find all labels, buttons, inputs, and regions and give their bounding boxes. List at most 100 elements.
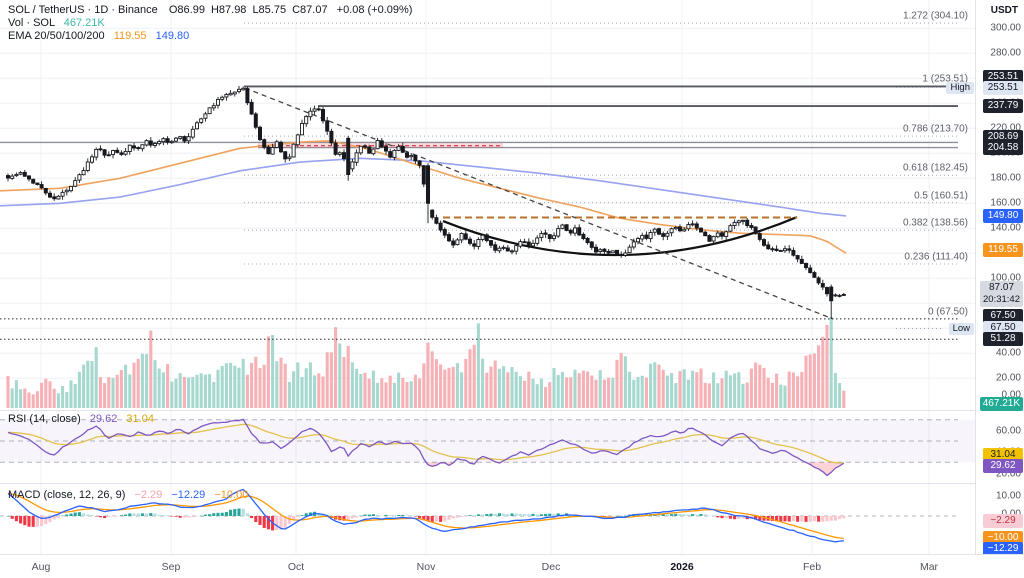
candle-body	[379, 140, 384, 148]
candle-body	[539, 233, 544, 239]
time-axis[interactable]: Aug Sep Oct Nov Dec 2026 Feb Mar	[0, 554, 1024, 578]
volume-legend-label[interactable]: Vol · SOL	[8, 17, 55, 29]
candle-body	[837, 294, 842, 297]
candle-body	[547, 234, 552, 239]
candle-body	[715, 232, 720, 238]
price-axis[interactable]: USDT 300.00280.00260.00240.00220.00200.0…	[975, 0, 1024, 556]
macd-histogram-bar	[119, 515, 123, 516]
volume-bar	[86, 360, 90, 408]
candle-body	[762, 239, 767, 246]
macd-histogram-bar	[287, 516, 291, 524]
candle-body	[438, 222, 443, 231]
candle-body	[568, 229, 573, 234]
candle-body	[148, 140, 153, 146]
macd-histogram-bar	[216, 512, 220, 516]
macd-histogram-bar	[220, 512, 224, 516]
volume-bar	[758, 364, 762, 408]
candle-body	[5, 175, 10, 179]
volume-bar	[670, 373, 674, 408]
ema-legend-label[interactable]: EMA 20/50/100/200	[8, 30, 105, 42]
volume-bar	[27, 392, 31, 408]
volume-bar	[19, 389, 23, 408]
candle-body	[489, 240, 494, 246]
candle-body	[64, 189, 69, 193]
candle-body	[841, 293, 846, 296]
candle-body	[623, 252, 628, 256]
candle-body	[300, 123, 305, 136]
candle-body	[825, 287, 830, 295]
macd-histogram-bar	[128, 513, 132, 516]
volume-bar	[203, 374, 207, 408]
candle-body	[31, 178, 36, 184]
candle-body	[610, 250, 615, 254]
month-label: Aug	[31, 561, 51, 573]
volume-bar	[506, 372, 510, 408]
volume-bar	[649, 363, 653, 408]
macd-histogram-bar	[208, 514, 212, 516]
fib-label: 0.382 (138.56)	[902, 217, 968, 229]
candle-body	[77, 174, 82, 181]
macd-legend-label[interactable]: MACD (close, 12, 26, 9)	[8, 489, 126, 501]
macd-histogram-bar	[439, 516, 443, 522]
candle-body	[531, 242, 536, 247]
volume-bar	[518, 376, 522, 408]
symbol-legend: SOL / TetherUS · 1D · Binance O86.99 H87.…	[8, 4, 412, 17]
ema-slow-value: 149.80	[155, 30, 190, 42]
high-label: High	[946, 82, 974, 94]
macd-histogram-bar	[275, 516, 279, 531]
macd-histogram-bar	[40, 516, 44, 527]
candle-body	[73, 180, 78, 187]
volume-bar	[77, 371, 81, 408]
volume-bar	[838, 383, 842, 408]
volume-bar	[674, 383, 678, 408]
candle-body	[573, 227, 578, 234]
volume-bar	[577, 373, 581, 408]
candle-body	[799, 258, 804, 264]
volume-bar	[632, 379, 636, 408]
volume-bar	[409, 381, 413, 408]
macd-histogram-bar	[401, 514, 405, 516]
candle-body	[215, 98, 220, 106]
macd-histogram-bar	[800, 516, 804, 522]
volume-bar	[111, 377, 115, 408]
candle-body	[661, 233, 666, 237]
candle-body	[308, 110, 313, 118]
volume-bar	[447, 367, 451, 408]
volume-bar	[334, 327, 338, 408]
volume-bar	[602, 379, 606, 408]
candle-body	[178, 136, 183, 139]
volume-legend: Vol · SOL 467.21K	[8, 17, 105, 30]
candle-body	[594, 246, 599, 253]
volume-bar	[250, 362, 254, 408]
price-badge: 67.50	[983, 321, 1023, 335]
volume-bar	[275, 361, 279, 408]
rsi-legend-label[interactable]: RSI (14, close)	[8, 413, 81, 425]
symbol-title[interactable]: SOL / TetherUS · 1D · Binance	[8, 4, 158, 16]
volume-bar	[61, 386, 65, 408]
candle-body	[783, 248, 788, 252]
candle-body	[152, 143, 157, 146]
candle-body	[106, 154, 111, 157]
macd-histogram-bar	[241, 508, 245, 516]
price-badge: 87.07 20:31:42	[980, 281, 1023, 307]
candle-body	[766, 244, 771, 250]
price-axis-label: 160.00	[990, 197, 1021, 209]
macd-signal-value: −10.00	[214, 489, 249, 501]
macd-histogram-bar	[300, 515, 304, 516]
macd-histogram-bar	[808, 516, 812, 522]
macd-histogram-bar	[170, 516, 174, 517]
macd-line	[7, 488, 844, 543]
volume-bar	[220, 365, 224, 408]
volume-bar	[800, 372, 804, 408]
macd-histogram-bar	[355, 516, 359, 518]
candle-body	[14, 174, 19, 177]
volume-bar	[598, 370, 602, 408]
volume-bar	[842, 390, 846, 408]
volume-bar	[623, 356, 627, 408]
price-badge: 253.51	[983, 70, 1023, 84]
candle-body	[136, 147, 141, 149]
macd-histogram-bar	[838, 516, 842, 520]
month-label: Feb	[802, 561, 822, 573]
price-pane[interactable]	[0, 0, 975, 410]
volume-bar	[115, 374, 119, 408]
